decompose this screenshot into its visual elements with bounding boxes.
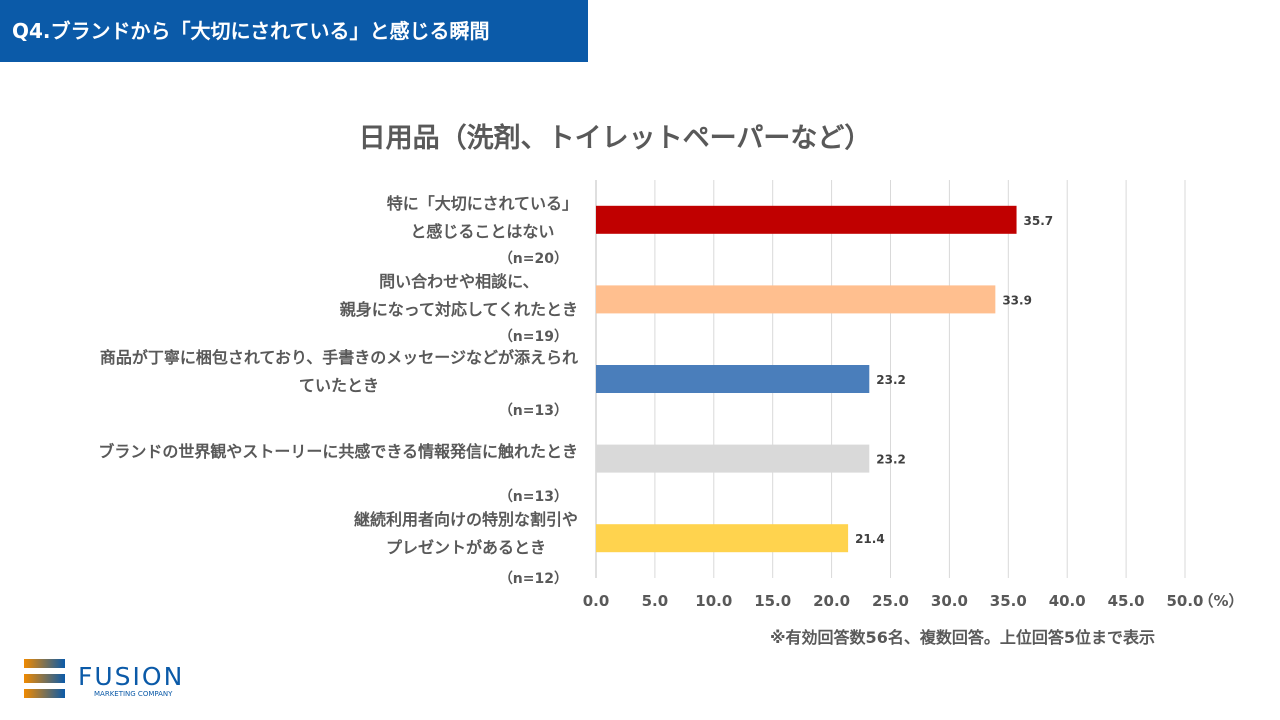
x-tick-label: 0.0 bbox=[583, 592, 610, 610]
x-axis-unit: （%） bbox=[1198, 592, 1243, 610]
page-header: Q4.ブランドから「大切にされている」と感じる瞬間 bbox=[0, 0, 588, 62]
data-label: 23.2 bbox=[876, 453, 906, 467]
x-tick-label: 40.0 bbox=[1049, 592, 1086, 610]
bar bbox=[596, 444, 870, 473]
category-label-line: 商品が丁寧に梱包されており、手書きのメッセージなどが添えられ bbox=[99, 348, 578, 367]
category-label: ブランドの世界観やストーリーに共感できる情報発信に触れたとき bbox=[98, 438, 578, 466]
category-label-line: プレゼントがあるとき bbox=[385, 538, 546, 557]
category-label-line: 継続利用者向けの特別な割引や bbox=[353, 510, 578, 529]
x-tick-label: 45.0 bbox=[1108, 592, 1145, 610]
bar bbox=[596, 524, 849, 553]
category-label: 特に「大切にされている」 と感じることはない bbox=[387, 190, 578, 246]
x-tick-label: 25.0 bbox=[872, 592, 909, 610]
data-label: 21.4 bbox=[855, 532, 885, 546]
bar bbox=[596, 365, 870, 393]
fusion-logo: FUSION MARKETING COMPANY bbox=[24, 659, 194, 705]
x-tick-label: 35.0 bbox=[990, 592, 1027, 610]
sample-size: （n=13） bbox=[498, 403, 568, 419]
data-label: 23.2 bbox=[876, 373, 906, 387]
sample-size: （n=12） bbox=[498, 571, 568, 587]
bar bbox=[596, 285, 996, 314]
x-tick-label: 20.0 bbox=[813, 592, 850, 610]
footnote: ※有効回答数56名、複数回答。上位回答5位まで表示 bbox=[770, 628, 1155, 647]
category-label-line: 問い合わせや相談に、 bbox=[379, 272, 539, 291]
category-label-line: ブランドの世界観やストーリーに共感できる情報発信に触れたとき bbox=[98, 442, 578, 461]
sample-size: （n=19） bbox=[498, 329, 568, 345]
category-label-line: と感じることはない bbox=[410, 222, 555, 241]
x-tick-label: 10.0 bbox=[695, 592, 732, 610]
bar bbox=[596, 205, 1017, 234]
sample-size: （n=13） bbox=[498, 489, 568, 505]
x-tick-label: 30.0 bbox=[931, 592, 968, 610]
x-tick-label: 15.0 bbox=[754, 592, 791, 610]
category-label: 継続利用者向けの特別な割引や プレゼントがあるとき bbox=[354, 506, 578, 562]
category-label-line: 特に「大切にされている」 bbox=[386, 194, 578, 213]
logo-name: FUSION bbox=[78, 662, 184, 691]
category-label: 商品が丁寧に梱包されており、手書きのメッセージなどが添えられ ていたとき bbox=[100, 344, 578, 400]
data-label: 33.9 bbox=[1002, 293, 1032, 307]
chart-title: 日用品（洗剤、トイレットペーパーなど） bbox=[358, 123, 872, 154]
category-label-line: ていたとき bbox=[298, 376, 379, 395]
x-tick-label: 5.0 bbox=[642, 592, 669, 610]
category-label-line: 親身になって対応してくれたとき bbox=[339, 300, 578, 319]
data-label: 35.7 bbox=[1024, 214, 1054, 228]
sample-size: （n=20） bbox=[498, 251, 568, 267]
category-label: 問い合わせや相談に、親身になって対応してくれたとき bbox=[340, 268, 578, 324]
x-tick-label: 50.0 bbox=[1166, 592, 1203, 610]
logo-subtitle: MARKETING COMPANY bbox=[94, 690, 173, 698]
